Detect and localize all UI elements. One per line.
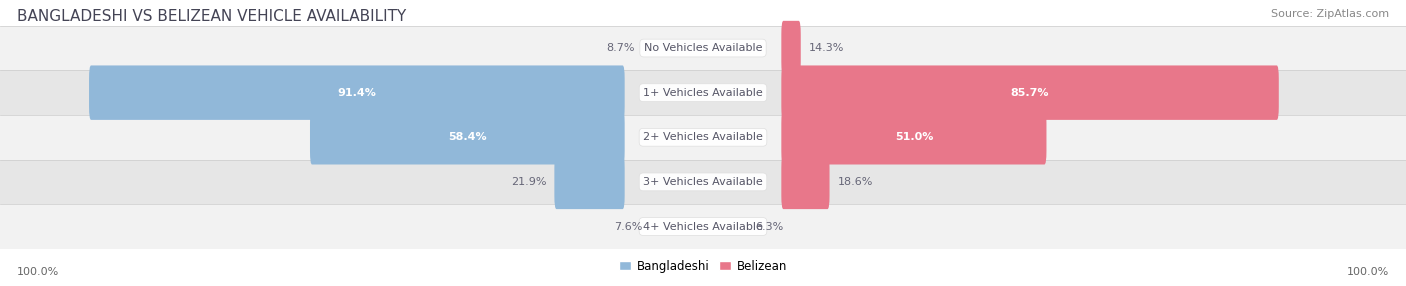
- Text: 91.4%: 91.4%: [337, 88, 377, 98]
- FancyBboxPatch shape: [782, 65, 1279, 120]
- FancyBboxPatch shape: [0, 204, 1406, 249]
- Text: 100.0%: 100.0%: [17, 267, 59, 277]
- Text: 1+ Vehicles Available: 1+ Vehicles Available: [643, 88, 763, 98]
- Text: 2+ Vehicles Available: 2+ Vehicles Available: [643, 132, 763, 142]
- Text: 21.9%: 21.9%: [510, 177, 547, 187]
- Text: 14.3%: 14.3%: [808, 43, 844, 53]
- FancyBboxPatch shape: [782, 155, 830, 209]
- FancyBboxPatch shape: [0, 160, 1406, 204]
- Text: BANGLADESHI VS BELIZEAN VEHICLE AVAILABILITY: BANGLADESHI VS BELIZEAN VEHICLE AVAILABI…: [17, 9, 406, 23]
- FancyBboxPatch shape: [0, 115, 1406, 160]
- Legend: Bangladeshi, Belizean: Bangladeshi, Belizean: [614, 255, 792, 277]
- Text: 85.7%: 85.7%: [1011, 88, 1049, 98]
- Text: Source: ZipAtlas.com: Source: ZipAtlas.com: [1271, 9, 1389, 19]
- Text: 58.4%: 58.4%: [449, 132, 486, 142]
- FancyBboxPatch shape: [0, 26, 1406, 70]
- FancyBboxPatch shape: [309, 110, 624, 164]
- Text: No Vehicles Available: No Vehicles Available: [644, 43, 762, 53]
- Text: 18.6%: 18.6%: [838, 177, 873, 187]
- Text: 3+ Vehicles Available: 3+ Vehicles Available: [643, 177, 763, 187]
- Text: 6.3%: 6.3%: [755, 222, 783, 231]
- FancyBboxPatch shape: [782, 21, 801, 75]
- Text: 7.6%: 7.6%: [613, 222, 643, 231]
- FancyBboxPatch shape: [89, 65, 624, 120]
- Text: 51.0%: 51.0%: [894, 132, 934, 142]
- FancyBboxPatch shape: [554, 155, 624, 209]
- FancyBboxPatch shape: [782, 110, 1046, 164]
- Text: 8.7%: 8.7%: [606, 43, 634, 53]
- Text: 4+ Vehicles Available: 4+ Vehicles Available: [643, 222, 763, 231]
- Text: 100.0%: 100.0%: [1347, 267, 1389, 277]
- FancyBboxPatch shape: [0, 70, 1406, 115]
